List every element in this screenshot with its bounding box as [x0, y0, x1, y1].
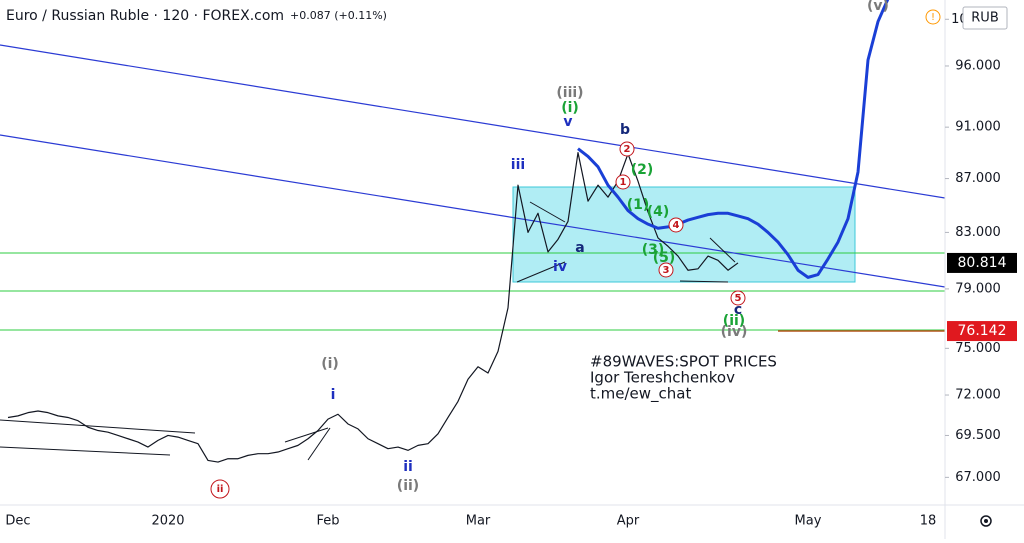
- plot-area: [0, 0, 945, 463]
- watermark-text: Igor Tereshchenkov: [590, 369, 735, 387]
- wave-circle: [730, 290, 746, 306]
- wave-label: (1): [627, 197, 650, 213]
- wave-label: (3): [642, 242, 665, 258]
- y-tick-label: 91.000: [955, 120, 1001, 135]
- price-label: 80.814: [958, 255, 1007, 271]
- wave-label: (ii): [397, 478, 419, 494]
- channel-line: [0, 44, 945, 199]
- wave-label: a: [575, 240, 584, 256]
- wave-label: (ii): [723, 313, 745, 329]
- watermark-text: #89WAVES:SPOT PRICES: [590, 353, 777, 371]
- wave-label: v: [563, 114, 572, 130]
- wave-label: b: [620, 122, 630, 138]
- wave-label: 2: [624, 144, 631, 155]
- wave-label: 5: [735, 293, 742, 304]
- wave-label: (2): [631, 162, 654, 178]
- x-tick-label: Apr: [617, 514, 640, 529]
- wave-label: (4): [647, 204, 670, 220]
- watermark-text: t.me/ew_chat: [590, 385, 691, 404]
- wave-label: (iii): [556, 85, 583, 101]
- wave-circle: [619, 141, 635, 157]
- alert-icon[interactable]: !: [931, 12, 935, 23]
- currency-label: RUB: [971, 11, 998, 26]
- y-tick-label: 96.000: [955, 58, 1001, 73]
- trend-line: [0, 419, 196, 434]
- x-tick-label: Mar: [466, 514, 491, 529]
- wave-label: 4: [673, 220, 680, 231]
- x-tick-label: 18: [920, 514, 937, 529]
- wave-label: (i): [321, 356, 339, 372]
- y-tick-label: 67.000: [955, 470, 1001, 485]
- x-tick-label: 2020: [151, 514, 184, 529]
- price-label-box: [947, 321, 1017, 342]
- wave-circle: [658, 262, 674, 278]
- wave-label: iii: [511, 157, 525, 173]
- change: +0.087 (+0.11%): [290, 9, 387, 22]
- wave-label: 3: [663, 265, 670, 276]
- wave-label: (iv): [721, 324, 748, 340]
- wave-label: ii: [217, 484, 224, 495]
- currency-badge: [962, 6, 1008, 30]
- y-tick-label: 79.000: [955, 281, 1001, 296]
- trend-line: [529, 201, 566, 223]
- wave-label: i: [331, 387, 336, 403]
- trend-line: [307, 427, 331, 461]
- wave-label: 1: [620, 177, 627, 188]
- wave-label: (i): [561, 100, 579, 116]
- wave-circle: [210, 479, 230, 499]
- channel-line: [0, 134, 945, 288]
- trend-line: [284, 427, 329, 443]
- trend-line: [516, 261, 566, 283]
- x-tick-label: Dec: [5, 514, 30, 529]
- y-tick-label: 83.000: [955, 225, 1001, 240]
- wave-circle: [615, 174, 631, 190]
- alert-icon[interactable]: [925, 9, 941, 25]
- y-tick-label: 87.000: [955, 171, 1001, 186]
- trend-line: [709, 237, 736, 263]
- y-tick-label: 75.000: [955, 341, 1001, 356]
- trend-line: [679, 280, 729, 283]
- y-tick-label: 72.000: [955, 388, 1001, 403]
- symbol-title: Euro / Russian Ruble · 120 · FOREX.com: [6, 8, 284, 24]
- price-label: 76.142: [958, 323, 1007, 339]
- wave-circle: [668, 217, 684, 233]
- wave-label: iv: [553, 259, 567, 275]
- price-label-box: [947, 252, 1017, 273]
- projection-line: [577, 0, 890, 279]
- range-box: [512, 186, 856, 283]
- wave-label: (5): [653, 250, 676, 266]
- x-tick-label: May: [795, 514, 822, 529]
- wave-label: c: [734, 302, 742, 318]
- y-tick-label: 69.500: [955, 428, 1001, 443]
- x-tick-label: Feb: [316, 514, 339, 529]
- wave-label: ii: [403, 459, 413, 475]
- wave-label: (v): [867, 0, 889, 14]
- trend-line: [0, 446, 171, 456]
- settings-icon[interactable]: [980, 515, 992, 527]
